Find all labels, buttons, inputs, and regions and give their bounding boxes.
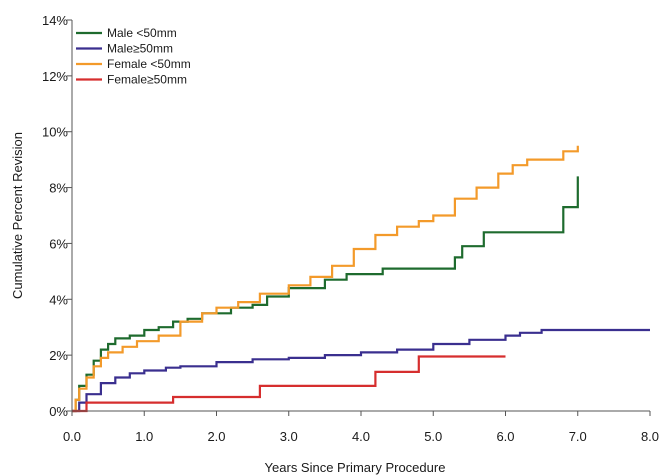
x-tick-label: 2.0 <box>207 429 225 444</box>
series-line-3 <box>72 357 506 412</box>
y-tick-label: 14% <box>42 13 68 28</box>
y-tick-label: 8% <box>49 181 68 196</box>
y-axis-title: Cumulative Percent Revision <box>10 132 25 299</box>
x-tick-label: 0.0 <box>63 429 81 444</box>
legend-label: Female≥50mm <box>107 73 187 87</box>
y-tick-label: 4% <box>49 292 68 307</box>
y-tick-label: 10% <box>42 125 68 140</box>
x-tick-label: 7.0 <box>569 429 587 444</box>
x-tick-label: 1.0 <box>135 429 153 444</box>
x-tick-label: 5.0 <box>424 429 442 444</box>
plot-area <box>72 146 650 411</box>
x-tick-label: 3.0 <box>280 429 298 444</box>
x-axis-title: Years Since Primary Procedure <box>265 460 446 475</box>
legend-label: Male <50mm <box>107 26 177 40</box>
x-tick-label: 8.0 <box>641 429 659 444</box>
y-tick-label: 12% <box>42 69 68 84</box>
x-tick-label: 4.0 <box>352 429 370 444</box>
y-tick-label: 6% <box>49 236 68 251</box>
y-tick-label: 2% <box>49 348 68 363</box>
legend-label: Male≥50mm <box>107 42 173 56</box>
x-tick-label: 6.0 <box>496 429 514 444</box>
series-line-0 <box>72 176 578 411</box>
y-tick-label: 0% <box>49 404 68 419</box>
legend-label: Female <50mm <box>107 57 191 71</box>
